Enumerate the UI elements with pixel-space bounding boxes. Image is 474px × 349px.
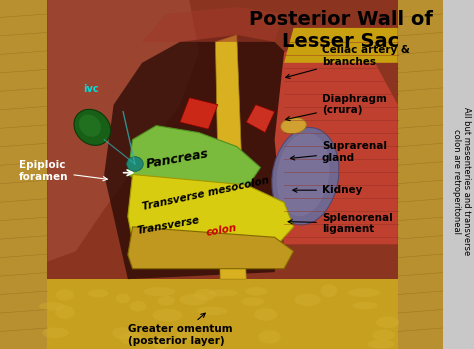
Ellipse shape (127, 157, 143, 171)
Polygon shape (47, 0, 199, 262)
Text: Posterior Wall of
Lesser Sac: Posterior Wall of Lesser Sac (249, 10, 433, 51)
Ellipse shape (387, 287, 408, 296)
Polygon shape (47, 279, 398, 349)
Text: Transverse mesocolon: Transverse mesocolon (142, 175, 270, 212)
Ellipse shape (269, 329, 295, 337)
Ellipse shape (279, 307, 295, 320)
Ellipse shape (216, 333, 245, 343)
Polygon shape (0, 0, 47, 349)
Ellipse shape (67, 340, 92, 349)
Ellipse shape (281, 118, 306, 134)
Text: Pancreas: Pancreas (145, 147, 210, 171)
Ellipse shape (232, 334, 263, 347)
Text: ivc: ivc (83, 84, 99, 94)
Ellipse shape (74, 109, 110, 146)
Polygon shape (284, 28, 398, 63)
Polygon shape (128, 126, 260, 192)
Text: Transverse: Transverse (136, 215, 201, 236)
Polygon shape (216, 35, 246, 279)
Ellipse shape (131, 334, 161, 346)
Ellipse shape (48, 289, 68, 301)
Text: Epiploic
foramen: Epiploic foramen (19, 160, 107, 182)
Ellipse shape (225, 287, 241, 295)
Text: Diaphragm
(crura): Diaphragm (crura) (286, 94, 387, 121)
Polygon shape (104, 35, 308, 279)
Ellipse shape (240, 319, 271, 332)
Text: Splenorenal
ligament: Splenorenal ligament (288, 213, 393, 234)
Ellipse shape (121, 297, 148, 304)
Ellipse shape (109, 324, 141, 336)
Ellipse shape (121, 289, 151, 300)
Polygon shape (180, 98, 218, 129)
Text: All but mesenteries and transverse
colon are retroperitoneal: All but mesenteries and transverse colon… (452, 107, 471, 255)
Ellipse shape (355, 279, 373, 288)
Ellipse shape (312, 332, 342, 344)
Text: Suprarenal
gland: Suprarenal gland (291, 141, 387, 163)
Ellipse shape (345, 327, 376, 338)
Ellipse shape (216, 325, 246, 336)
Polygon shape (47, 0, 398, 349)
Ellipse shape (239, 338, 265, 349)
Ellipse shape (154, 314, 185, 323)
Ellipse shape (82, 309, 96, 322)
Polygon shape (128, 227, 293, 269)
Polygon shape (142, 7, 284, 42)
Polygon shape (274, 35, 398, 244)
Ellipse shape (226, 284, 256, 297)
Polygon shape (246, 105, 274, 133)
Ellipse shape (272, 127, 339, 225)
Ellipse shape (271, 320, 295, 334)
Polygon shape (398, 0, 443, 349)
Ellipse shape (277, 133, 329, 216)
Ellipse shape (216, 280, 244, 288)
Ellipse shape (237, 308, 258, 321)
Ellipse shape (221, 335, 253, 343)
Ellipse shape (79, 114, 101, 137)
Text: Kidney: Kidney (293, 185, 362, 195)
Ellipse shape (40, 304, 63, 315)
Ellipse shape (86, 308, 112, 315)
Polygon shape (128, 174, 293, 248)
Ellipse shape (232, 298, 259, 306)
Text: Greater omentum
(posterior layer): Greater omentum (posterior layer) (128, 313, 232, 346)
Text: Celiac artery &
branches: Celiac artery & branches (286, 45, 410, 79)
Ellipse shape (145, 291, 169, 303)
Ellipse shape (366, 290, 390, 300)
Text: colon: colon (205, 223, 238, 238)
